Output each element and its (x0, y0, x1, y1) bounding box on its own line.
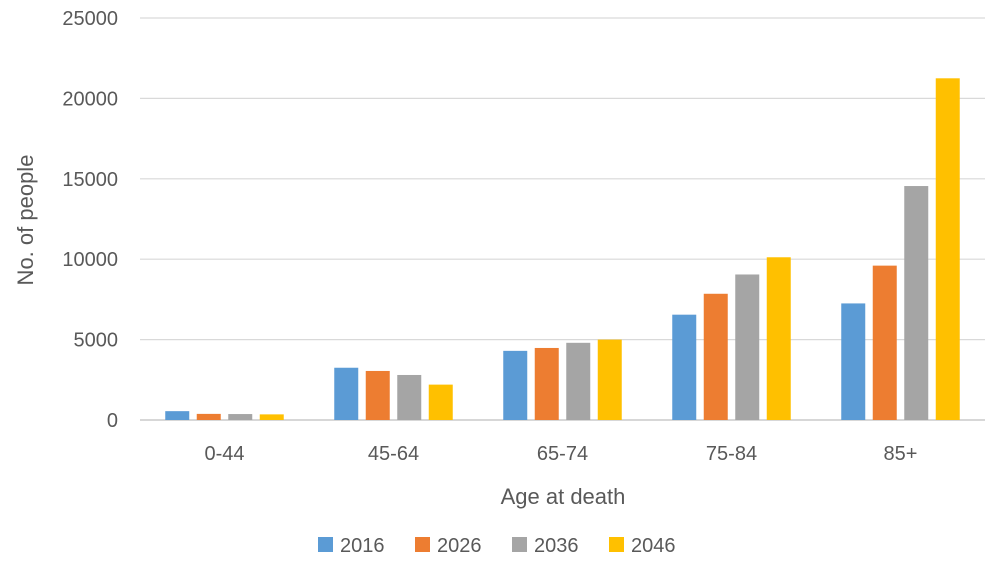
bar-2016-0-44 (165, 411, 190, 420)
bar-2026-45-64 (365, 370, 390, 420)
legend: 2016 2026 2036 2046 (318, 535, 676, 557)
bar-2046-45-64 (428, 384, 453, 420)
legend-swatch-2016 (318, 537, 333, 552)
y-axis-ticks: 0 5000 10000 15000 20000 25000 (62, 8, 118, 432)
legend-label-2036: 2036 (534, 535, 579, 557)
bar-2026-65-74 (534, 347, 559, 420)
bar-2016-45-64 (334, 367, 359, 420)
bar-2036-85+ (904, 186, 929, 420)
legend-label-2016: 2016 (340, 535, 385, 557)
y-tick-label: 20000 (62, 88, 118, 110)
legend-label-2026: 2026 (437, 535, 482, 557)
y-tick-label: 10000 (62, 249, 118, 271)
bar-2036-45-64 (397, 374, 422, 420)
y-tick-label: 5000 (74, 330, 119, 352)
bar-2036-75-84 (735, 274, 760, 420)
y-tick-label: 0 (107, 410, 118, 432)
bar-2046-0-44 (259, 414, 284, 420)
bar-2046-65-74 (597, 339, 622, 420)
bars (165, 78, 960, 421)
x-tick-label: 65-74 (537, 443, 588, 465)
x-tick-label: 85+ (884, 443, 918, 465)
x-axis-label: Age at death (501, 484, 626, 509)
x-tick-label: 45-64 (368, 443, 419, 465)
legend-swatch-2036 (512, 537, 527, 552)
bar-2016-75-84 (672, 314, 697, 420)
bar-2026-0-44 (196, 413, 221, 420)
bar-2046-85+ (935, 78, 960, 421)
legend-swatch-2026 (415, 537, 430, 552)
bar-2036-0-44 (228, 414, 253, 420)
bar-2016-65-74 (503, 350, 528, 420)
legend-swatch-2046 (609, 537, 624, 552)
legend-label-2046: 2046 (631, 535, 676, 557)
x-axis-ticks: 0-44 45-64 65-74 75-84 85+ (204, 443, 917, 465)
x-tick-label: 75-84 (706, 443, 757, 465)
x-tick-label: 0-44 (204, 443, 244, 465)
bar-2026-85+ (872, 265, 897, 420)
bar-2016-85+ (841, 303, 866, 420)
bar-2046-75-84 (766, 257, 791, 420)
y-axis-label: No. of people (13, 155, 38, 286)
y-tick-label: 15000 (62, 169, 118, 191)
bar-2026-75-84 (703, 293, 728, 420)
y-tick-label: 25000 (62, 8, 118, 30)
bar-2036-65-74 (566, 342, 591, 420)
